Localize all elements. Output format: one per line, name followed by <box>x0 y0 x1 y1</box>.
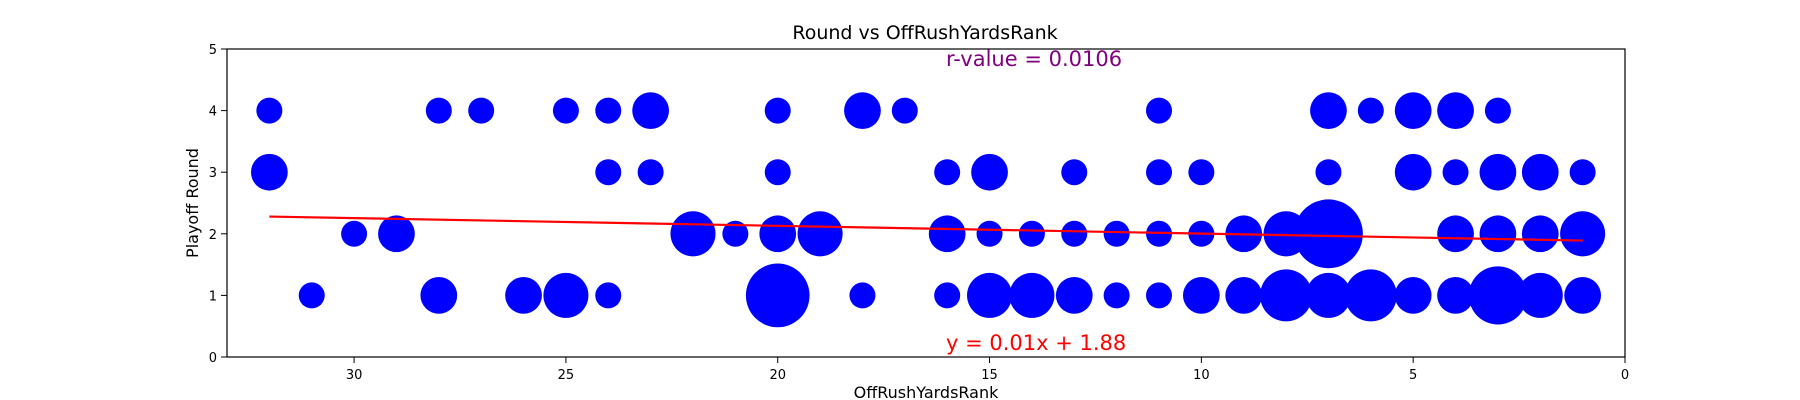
data-point <box>1437 215 1474 253</box>
data-point <box>1055 277 1093 314</box>
data-point <box>256 97 283 124</box>
data-point <box>595 282 622 309</box>
data-point <box>1009 272 1055 318</box>
points-layer <box>250 92 1606 328</box>
data-point <box>745 263 810 328</box>
data-point <box>764 159 791 186</box>
data-point <box>298 282 325 309</box>
x-tick-label: 25 <box>558 368 575 383</box>
data-point <box>1468 266 1527 325</box>
data-point <box>420 277 458 314</box>
data-point <box>341 220 368 247</box>
data-point <box>1569 159 1596 186</box>
x-tick-label: 15 <box>981 368 998 383</box>
chart-title: Round vs OffRushYardsRank <box>792 22 1057 44</box>
y-axis-ticks: 0 1 2 3 4 5 <box>209 43 227 366</box>
x-tick-label: 0 <box>1621 368 1629 383</box>
data-point <box>1437 92 1474 129</box>
data-point <box>976 220 1003 247</box>
data-point <box>1357 97 1384 124</box>
data-point <box>971 153 1008 191</box>
data-point <box>1394 92 1432 129</box>
x-tick-label: 20 <box>769 368 786 383</box>
x-axis-ticks: 30 25 20 15 10 5 0 <box>346 357 1629 383</box>
regression-line <box>269 215 1583 242</box>
data-point <box>1394 153 1432 191</box>
data-point <box>1394 277 1432 314</box>
data-point <box>1344 269 1397 322</box>
data-point <box>934 159 961 186</box>
data-point <box>632 92 670 129</box>
data-point <box>1146 97 1172 124</box>
data-point <box>1061 220 1088 247</box>
data-point <box>844 92 881 129</box>
data-point <box>1315 159 1342 186</box>
data-point <box>1182 277 1220 314</box>
data-point <box>1564 277 1602 314</box>
data-point <box>637 159 664 186</box>
x-axis-label: OffRushYardsRank <box>854 383 1000 400</box>
data-point <box>505 277 542 314</box>
data-point <box>1225 277 1263 314</box>
y-tick-label: 1 <box>209 289 217 304</box>
plot-frame <box>226 48 1626 358</box>
data-point <box>468 97 495 124</box>
x-tick-label: 5 <box>1409 368 1417 383</box>
fit-line-layer <box>269 215 1583 242</box>
y-tick-label: 5 <box>209 43 217 58</box>
data-point <box>595 97 622 124</box>
data-point <box>1521 215 1559 253</box>
data-point <box>1294 199 1363 269</box>
data-point <box>543 272 589 318</box>
data-point <box>1517 272 1563 318</box>
y-tick-label: 2 <box>209 228 217 243</box>
data-point <box>934 282 961 309</box>
y-tick-label: 3 <box>209 166 217 181</box>
data-point <box>928 215 966 253</box>
data-point <box>1560 211 1606 257</box>
r-value-annotation: r-value = 0.0106 <box>946 47 1122 71</box>
y-axis-label: Playoff Round <box>183 148 202 258</box>
data-point <box>378 215 415 253</box>
data-point <box>1484 97 1511 124</box>
data-point <box>1305 272 1351 318</box>
data-point <box>1521 153 1559 191</box>
data-point <box>764 97 791 124</box>
data-point <box>670 211 716 257</box>
data-point <box>1442 159 1469 186</box>
data-point <box>1146 159 1172 186</box>
data-point <box>1479 153 1517 191</box>
data-point <box>1103 220 1130 247</box>
data-point <box>1310 92 1347 129</box>
y-tick-label: 0 <box>209 351 217 366</box>
y-tick-label: 4 <box>209 105 217 120</box>
data-point <box>1103 282 1130 309</box>
data-point <box>1146 282 1172 309</box>
data-point <box>1260 269 1313 322</box>
data-point <box>425 97 452 124</box>
data-point <box>552 97 579 124</box>
x-tick-label: 30 <box>346 368 363 383</box>
data-point <box>849 282 876 309</box>
data-point <box>759 215 797 253</box>
data-point <box>595 159 622 186</box>
regression-equation-annotation: y = 0.01x + 1.88 <box>946 331 1126 355</box>
data-point <box>1188 159 1215 186</box>
data-point <box>1479 215 1517 253</box>
data-point <box>1061 159 1088 186</box>
data-point <box>722 220 749 247</box>
data-point <box>967 272 1013 318</box>
x-tick-label: 10 <box>1193 368 1210 383</box>
data-point <box>1437 277 1474 314</box>
data-point <box>1018 220 1045 247</box>
data-point <box>891 97 918 124</box>
data-point <box>797 211 843 257</box>
data-point <box>250 153 288 191</box>
